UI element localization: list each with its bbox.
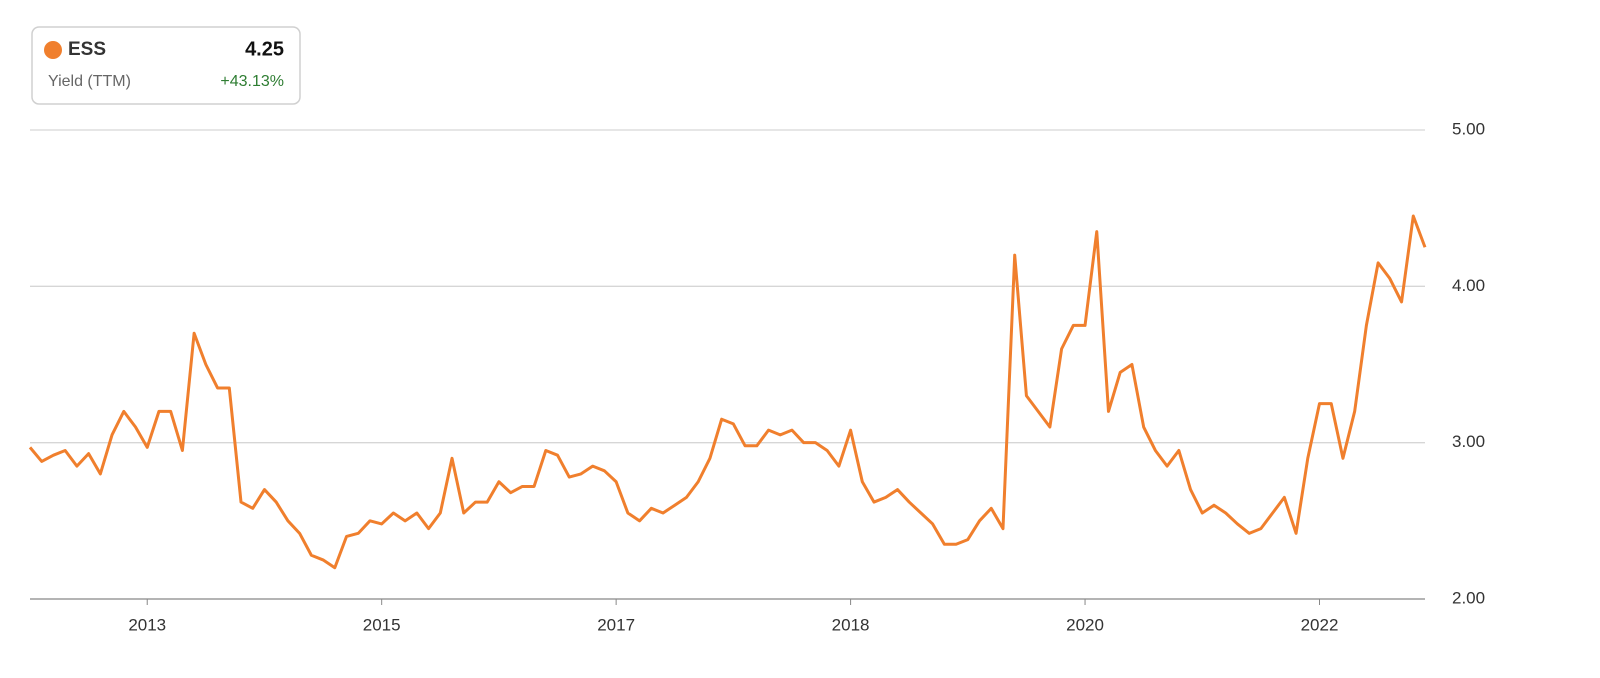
last-value: 4.25 bbox=[245, 38, 284, 60]
y-tick-label: 4.00 bbox=[1452, 276, 1485, 295]
legend-marker bbox=[44, 41, 62, 59]
subtitle: Yield (TTM) bbox=[48, 73, 131, 90]
x-tick-label: 2015 bbox=[363, 615, 401, 634]
x-tick-label: 2020 bbox=[1066, 615, 1104, 634]
data-line bbox=[28, 214, 1427, 570]
y-tick-label: 3.00 bbox=[1452, 432, 1485, 451]
x-tick-label: 2013 bbox=[128, 615, 166, 634]
y-tick-label: 5.00 bbox=[1452, 119, 1485, 138]
y-tick-label: 2.00 bbox=[1452, 588, 1485, 607]
x-tick-label: 2017 bbox=[597, 615, 635, 634]
legend-box bbox=[31, 26, 301, 105]
legend-name: ESS bbox=[68, 39, 106, 60]
x-tick-label: 2018 bbox=[832, 615, 870, 634]
x-tick-label: 2022 bbox=[1301, 615, 1339, 634]
change-label: +43.13% bbox=[220, 73, 284, 90]
